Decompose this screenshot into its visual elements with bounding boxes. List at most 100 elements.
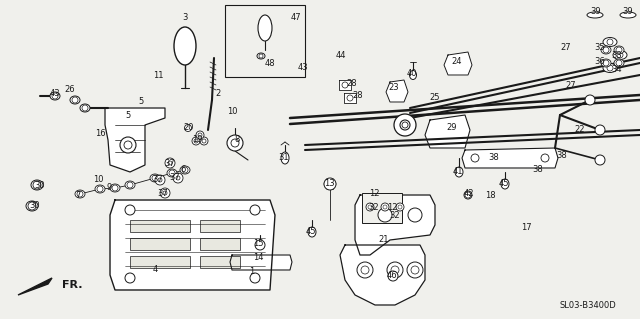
Bar — [130, 256, 190, 268]
Ellipse shape — [125, 181, 135, 189]
Polygon shape — [425, 115, 470, 148]
Circle shape — [112, 185, 118, 191]
Text: 47: 47 — [291, 13, 301, 23]
Text: 37: 37 — [157, 189, 168, 197]
Circle shape — [97, 186, 103, 192]
Text: 32: 32 — [369, 203, 380, 211]
Circle shape — [383, 205, 387, 209]
Circle shape — [77, 191, 83, 197]
Text: 39: 39 — [623, 8, 634, 17]
Text: 27: 27 — [561, 43, 572, 53]
Text: 43: 43 — [50, 90, 60, 99]
Polygon shape — [462, 148, 558, 168]
Ellipse shape — [603, 38, 617, 47]
Text: 37: 37 — [152, 175, 163, 184]
Ellipse shape — [200, 137, 208, 145]
Bar — [200, 220, 240, 232]
Polygon shape — [339, 80, 351, 90]
Ellipse shape — [257, 53, 265, 59]
Circle shape — [52, 93, 58, 99]
Ellipse shape — [202, 139, 206, 143]
Ellipse shape — [95, 185, 105, 193]
Circle shape — [227, 135, 243, 151]
Text: 38: 38 — [488, 152, 499, 161]
Circle shape — [402, 122, 408, 128]
Circle shape — [120, 137, 136, 153]
Text: 39: 39 — [591, 8, 602, 17]
Circle shape — [347, 95, 353, 101]
Text: 5: 5 — [138, 97, 143, 106]
Polygon shape — [340, 245, 425, 305]
Text: 30: 30 — [29, 202, 40, 211]
Circle shape — [541, 154, 549, 162]
Circle shape — [152, 175, 158, 181]
Circle shape — [176, 176, 180, 180]
Circle shape — [396, 203, 404, 211]
Circle shape — [407, 262, 423, 278]
Bar — [200, 238, 240, 250]
Circle shape — [250, 205, 260, 215]
Ellipse shape — [601, 59, 611, 67]
Text: 32: 32 — [390, 211, 400, 219]
Polygon shape — [230, 255, 292, 270]
Text: 24: 24 — [452, 57, 462, 66]
Bar — [362, 193, 402, 223]
Ellipse shape — [613, 50, 627, 60]
Polygon shape — [386, 80, 408, 102]
Text: 33: 33 — [612, 50, 622, 60]
Circle shape — [155, 175, 165, 185]
Ellipse shape — [31, 180, 43, 190]
Text: 28: 28 — [353, 92, 364, 100]
Circle shape — [357, 262, 373, 278]
Circle shape — [163, 191, 167, 195]
Ellipse shape — [501, 179, 509, 189]
Text: 9: 9 — [106, 183, 111, 192]
Ellipse shape — [324, 178, 336, 190]
Circle shape — [259, 54, 263, 58]
Text: 37: 37 — [170, 174, 180, 182]
Circle shape — [28, 202, 36, 210]
Ellipse shape — [192, 137, 200, 145]
Ellipse shape — [620, 12, 636, 18]
Bar — [200, 256, 240, 268]
Ellipse shape — [198, 133, 202, 137]
Text: 7: 7 — [76, 190, 81, 199]
Text: 38: 38 — [532, 166, 543, 174]
Text: 20: 20 — [184, 122, 195, 131]
Text: 6: 6 — [180, 166, 186, 174]
Ellipse shape — [194, 139, 198, 143]
Ellipse shape — [80, 104, 90, 112]
Circle shape — [160, 188, 170, 198]
Circle shape — [231, 139, 239, 147]
Text: 27: 27 — [566, 81, 576, 91]
Circle shape — [607, 65, 613, 71]
Ellipse shape — [464, 191, 472, 199]
Circle shape — [169, 170, 175, 176]
Ellipse shape — [603, 63, 617, 72]
Circle shape — [411, 266, 419, 274]
Circle shape — [82, 105, 88, 111]
Circle shape — [616, 47, 622, 53]
Text: 26: 26 — [65, 85, 76, 94]
Circle shape — [381, 203, 389, 211]
Circle shape — [125, 205, 135, 215]
Circle shape — [165, 158, 175, 168]
Ellipse shape — [26, 201, 38, 211]
Text: 5: 5 — [125, 110, 131, 120]
Polygon shape — [355, 195, 435, 255]
Circle shape — [391, 266, 399, 274]
Ellipse shape — [614, 59, 624, 67]
Text: SL03-B3400D: SL03-B3400D — [560, 300, 617, 309]
Text: 44: 44 — [336, 50, 346, 60]
Text: 42: 42 — [464, 189, 474, 198]
Text: 28: 28 — [347, 78, 357, 87]
Circle shape — [603, 60, 609, 66]
Polygon shape — [18, 278, 52, 295]
Text: FR.: FR. — [62, 280, 83, 290]
Ellipse shape — [258, 15, 272, 41]
Text: 36: 36 — [595, 57, 605, 66]
Text: 2: 2 — [216, 88, 221, 98]
Text: 37: 37 — [164, 159, 175, 167]
Text: 38: 38 — [557, 152, 568, 160]
Text: 15: 15 — [253, 239, 263, 248]
